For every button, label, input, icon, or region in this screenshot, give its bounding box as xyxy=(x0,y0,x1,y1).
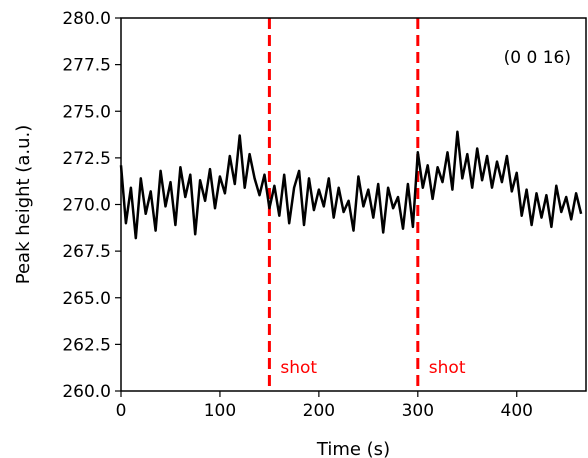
x-tick-label: 100 xyxy=(204,401,236,421)
y-tick-label: 277.5 xyxy=(62,56,111,76)
peak-height-series xyxy=(119,130,583,240)
y-tick-label: 262.5 xyxy=(62,335,111,355)
x-tick-label: 200 xyxy=(303,401,335,421)
x-axis: 0 100 200 300 400 xyxy=(116,391,533,421)
y-tick-label: 275.0 xyxy=(62,102,111,122)
y-tick-label: 260.0 xyxy=(62,382,111,402)
plane-annotation: (0 0 16) xyxy=(504,48,571,68)
x-axis-label: Time (s) xyxy=(316,439,390,458)
plot-frame xyxy=(120,17,587,392)
y-axis-label: Peak height (a.u.) xyxy=(13,125,34,285)
shot-label: shot xyxy=(429,358,466,378)
series-layer xyxy=(119,130,583,240)
y-axis: 260.0 262.5 265.0 267.5 270.0 272.5 275.0 277.5… xyxy=(62,9,121,402)
y-tick-label: 267.5 xyxy=(62,242,111,262)
x-tick-label: 0 xyxy=(116,401,127,421)
event-markers: shot shot xyxy=(267,18,466,391)
shot-label: shot xyxy=(280,358,317,378)
x-tick-label: 400 xyxy=(501,401,533,421)
y-tick-label: 265.0 xyxy=(62,289,111,309)
y-tick-label: 280.0 xyxy=(62,9,111,29)
y-tick-label: 270.0 xyxy=(62,196,111,216)
x-tick-label: 300 xyxy=(402,401,434,421)
y-tick-label: 272.5 xyxy=(62,149,111,169)
